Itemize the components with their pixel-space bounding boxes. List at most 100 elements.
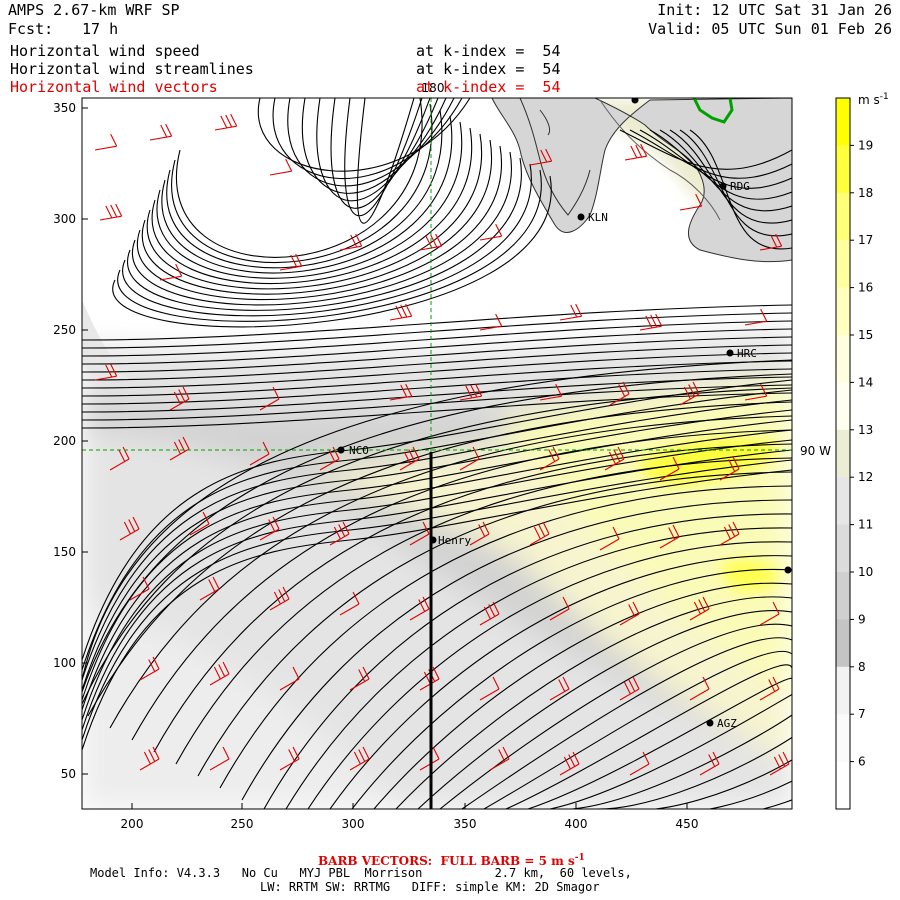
streamline [330,98,431,209]
colorbar-box [836,382,850,431]
colorbar-label: 6 [858,755,866,769]
wind-barb [209,661,230,686]
streamline [146,133,483,290]
y-tick: 250 [53,323,76,337]
streamline [197,471,792,777]
colorbar-box [836,240,850,289]
wind-barb [269,586,290,611]
wind-barb [409,521,430,546]
colorbar-label: 7 [858,707,866,721]
wind-barb [349,666,370,691]
plot-frame [81,97,793,810]
wind-barb [129,576,150,601]
colorbar-label: 16 [858,281,873,295]
streamline [82,459,792,741]
streamline [285,527,792,809]
axis-ticks [82,107,688,809]
streamline [82,429,792,711]
wind-barb [149,123,173,141]
x-tick: 250 [231,817,254,831]
wind-barb [139,656,160,681]
streamline [329,555,792,809]
physics-info: LW: RRTM SW: RRTMG DIFF: simple KM: 2D S… [260,880,600,894]
wind-barb [759,676,780,701]
wind-barb [719,456,740,481]
barb-legend: BARB VECTORS: FULL BARB = 5 m s-1 [318,853,585,868]
colorbar-box [836,572,850,620]
wind-barb [689,676,710,701]
colorbar-box [836,335,850,383]
streamline [109,415,792,729]
wind-barb [279,253,303,271]
colorbar-label: 11 [858,518,873,532]
streamline [82,373,792,693]
stations: NCO Henry KLN RDG HRC AGZ [337,98,792,730]
streamline [82,439,792,721]
wind-barb [679,381,700,406]
colorbar-label: 12 [858,470,873,484]
wind-barb [469,521,490,546]
colorbar: m s-1 19 18 17 16 15 14 13 12 11 10 9 8 7 6 [835,92,889,810]
streamline [82,352,792,389]
wind-barb [319,446,340,471]
wind-barb [599,526,620,551]
station-nco [337,446,345,454]
streamline [629,129,792,179]
streamline [461,637,792,809]
wind-barb [639,313,663,331]
wind-barb [619,676,640,701]
streamline [117,169,542,322]
wind-barb [609,381,630,406]
field-name-vectors: Horizontal wind vectors [10,78,218,96]
wind-barb [679,193,703,211]
wind-barb [619,601,640,626]
streamline [82,304,792,341]
model-title: AMPS 2.67-km WRF SP [8,1,180,19]
streamline [616,737,792,809]
x-tick-labels: 200 250 300 350 400 450 [121,817,699,831]
wind-barb [389,303,413,321]
streamline [131,151,512,306]
streamline [263,513,792,809]
y-tick: 50 [61,767,76,781]
streamline [257,98,471,172]
streamline [82,384,792,421]
wind-barb [259,516,280,541]
wind-barb [489,746,510,771]
x-tick: 450 [676,817,699,831]
streamline [82,449,792,731]
wind-barb [339,591,360,616]
streamline [241,499,792,801]
station-label-hrc: HRC [737,347,757,360]
wind-barb [259,386,280,411]
wind-barb [94,363,118,381]
wind-barb [409,596,430,621]
field-name-speed: Horizontal wind speed [10,42,200,60]
streamline [141,139,493,295]
y-tick-labels: 350 300 250 200 150 100 50 [53,101,76,781]
station-label-kln: KLN [588,211,608,224]
colorbar-box [836,287,850,336]
colorbar-label: 15 [858,328,873,342]
wind-barb [529,521,550,546]
wind-barb [109,446,130,471]
streamline [82,392,792,429]
streamline [82,387,792,705]
streamline [82,320,792,357]
y-tick: 150 [53,545,76,559]
wind-barb [624,143,648,161]
station-hrc [726,349,734,357]
wind-barb [199,576,220,601]
colorbar-label: 19 [858,138,873,152]
streamline [82,344,792,381]
colorbar-units: m s-1 [858,92,889,107]
streamline [87,401,792,717]
streamline [356,98,415,224]
parallel-label: 90 W [800,444,831,458]
colorbar-label: 10 [858,565,873,579]
streamline [395,596,792,809]
wind-barb [159,263,183,281]
model-info: Model Info: V4.3.3 No Cu MYJ PBL Morriso… [90,866,632,880]
wind-barb [529,148,553,166]
streamline [161,115,453,274]
